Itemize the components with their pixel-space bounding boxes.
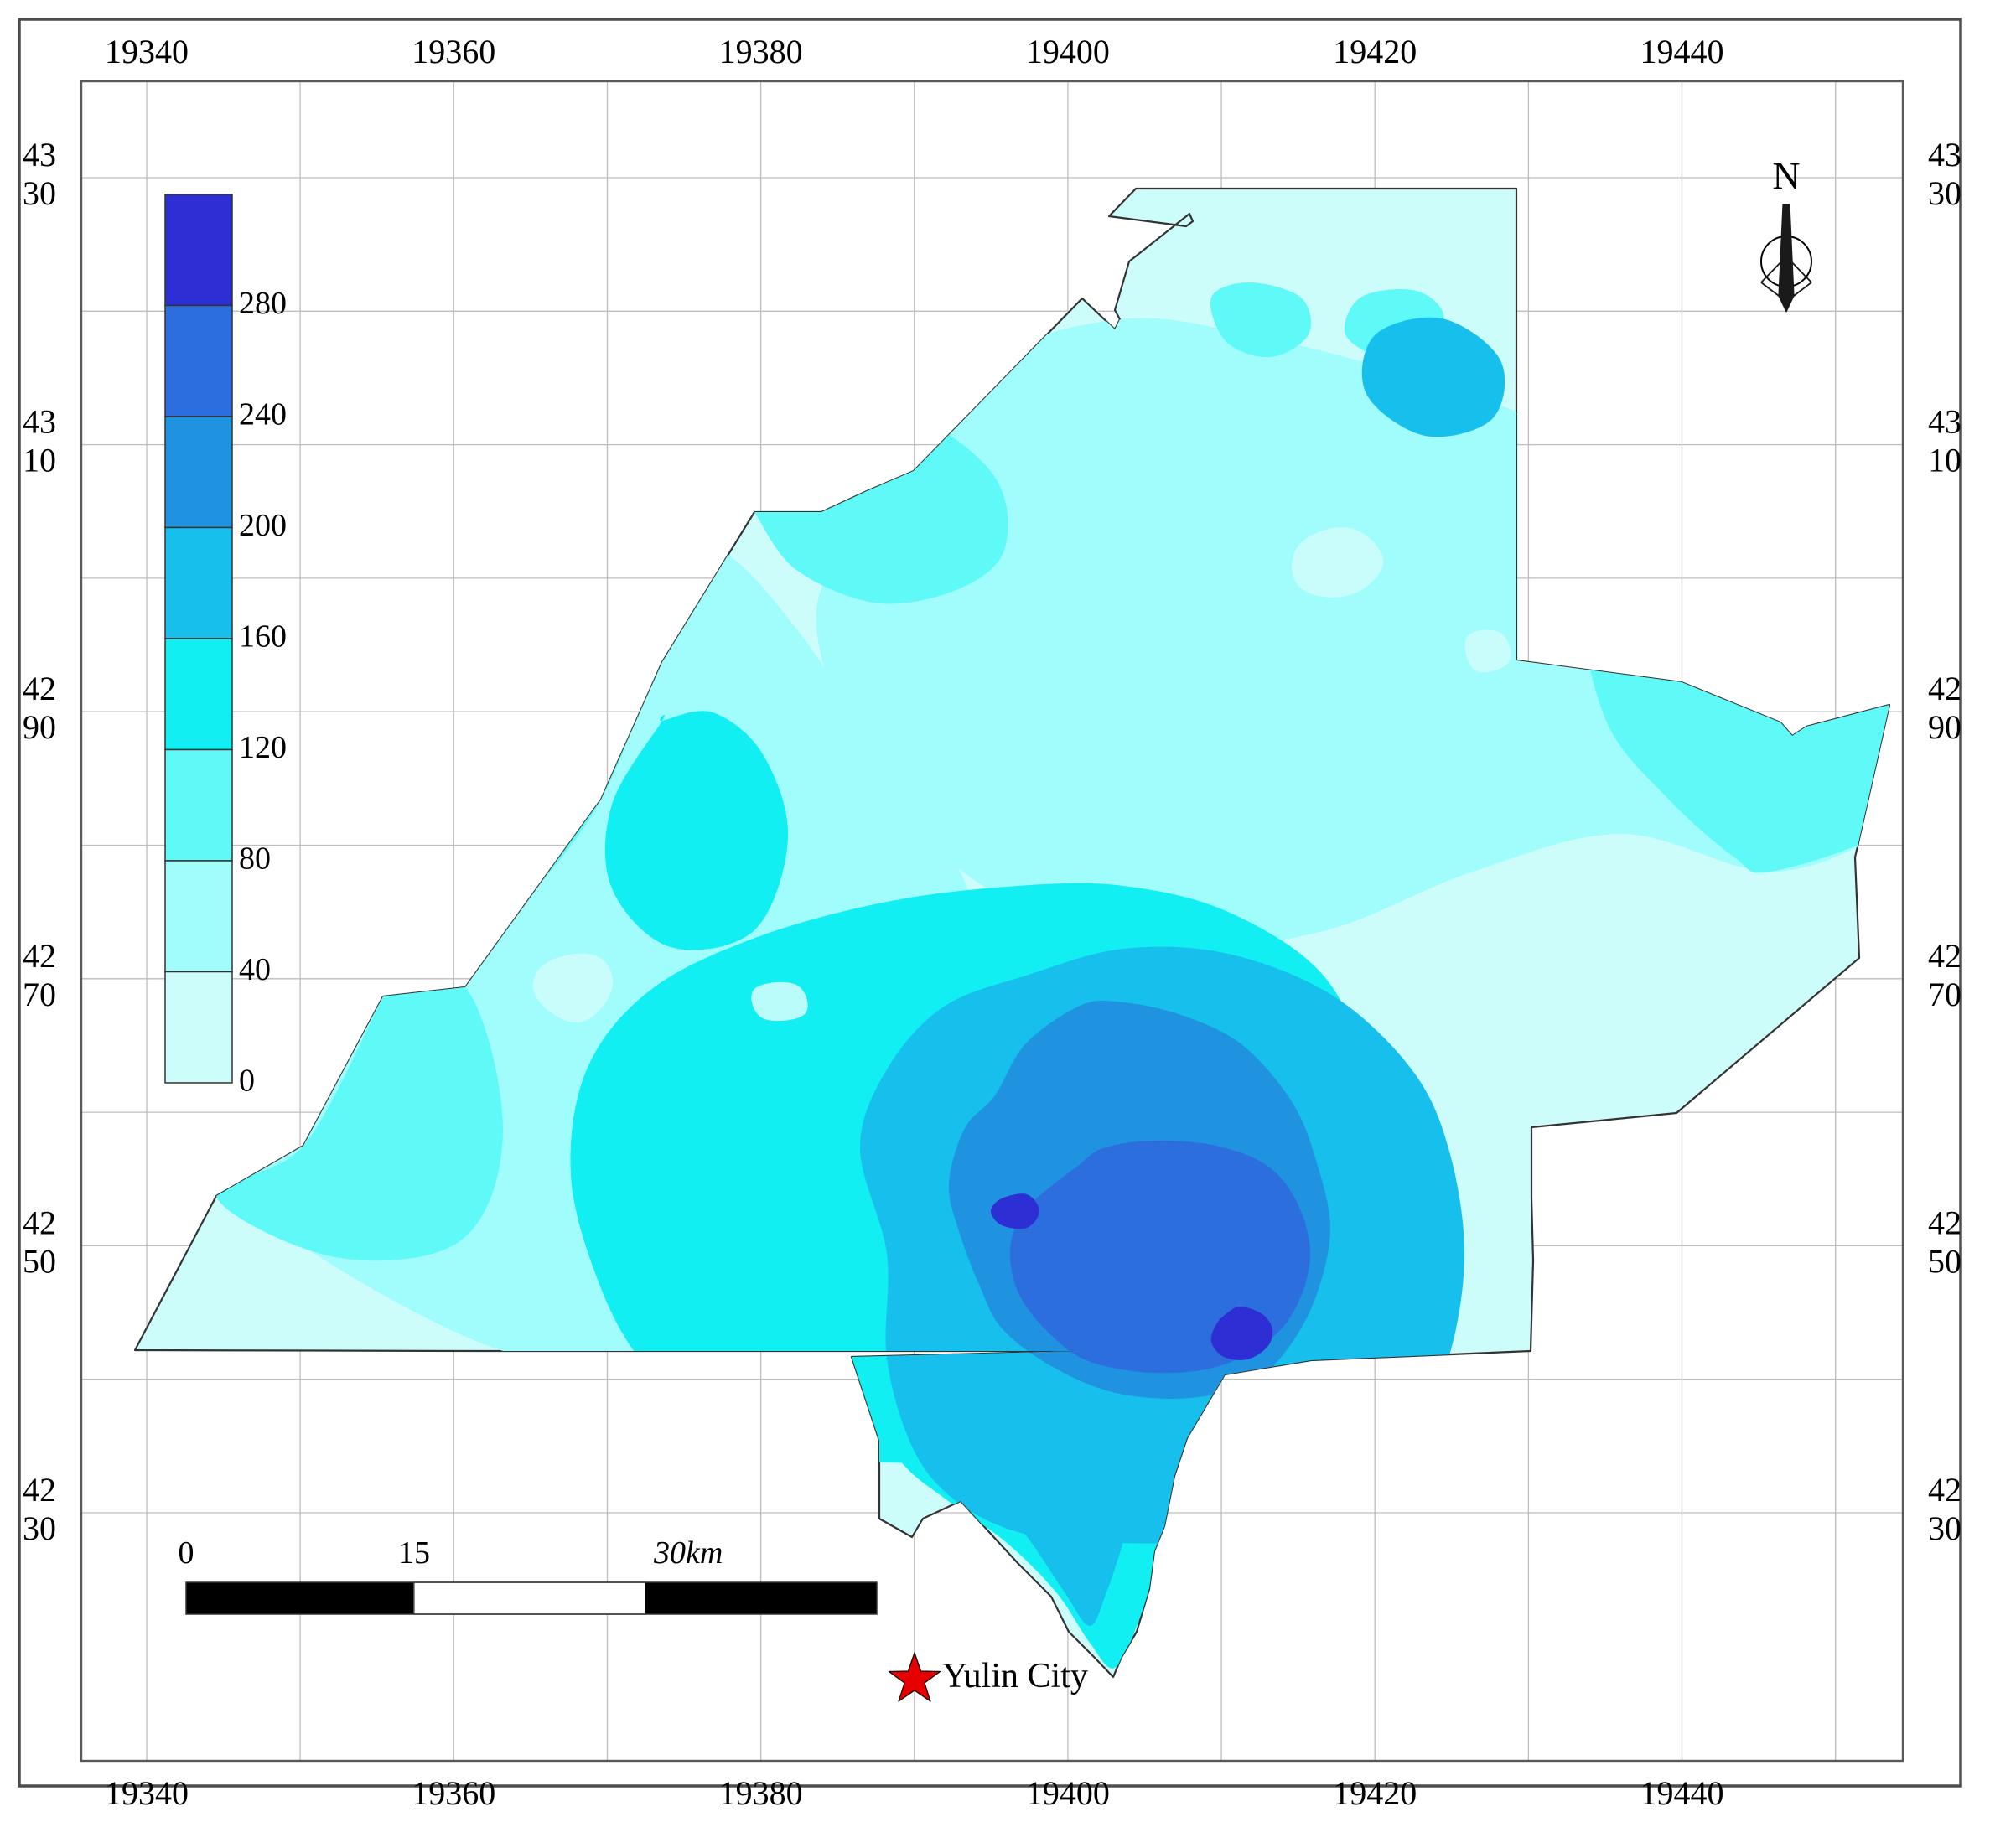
svg-text:30: 30 [1928, 1509, 1961, 1547]
svg-text:200: 200 [239, 508, 287, 543]
svg-text:50: 50 [1928, 1242, 1961, 1280]
svg-text:19380: 19380 [719, 1774, 803, 1812]
svg-text:19340: 19340 [105, 1774, 189, 1812]
svg-text:0: 0 [179, 1535, 194, 1571]
svg-text:10: 10 [1928, 442, 1961, 479]
svg-text:120: 120 [239, 730, 287, 765]
svg-text:19400: 19400 [1026, 33, 1110, 70]
svg-text:43: 43 [1928, 136, 1961, 173]
svg-text:70: 70 [23, 976, 56, 1013]
svg-text:19380: 19380 [719, 33, 803, 70]
svg-text:19440: 19440 [1640, 33, 1724, 70]
svg-text:42: 42 [23, 670, 56, 707]
svg-text:42: 42 [23, 1204, 56, 1241]
svg-text:43: 43 [1928, 403, 1961, 441]
svg-text:30: 30 [23, 174, 56, 212]
svg-text:30km: 30km [653, 1535, 723, 1571]
svg-text:19360: 19360 [412, 33, 495, 70]
svg-text:19340: 19340 [105, 33, 189, 70]
svg-text:42: 42 [23, 937, 56, 975]
svg-text:42: 42 [1928, 1204, 1961, 1241]
svg-text:N: N [1772, 154, 1800, 197]
svg-text:42: 42 [1928, 937, 1961, 975]
svg-text:280: 280 [239, 286, 287, 321]
svg-text:160: 160 [239, 619, 287, 655]
svg-text:19420: 19420 [1333, 33, 1417, 70]
svg-text:43: 43 [23, 403, 56, 441]
svg-text:19400: 19400 [1026, 1774, 1110, 1812]
svg-text:42: 42 [1928, 1471, 1961, 1509]
svg-text:42: 42 [1928, 670, 1961, 707]
svg-text:50: 50 [23, 1242, 56, 1280]
svg-text:30: 30 [1928, 174, 1961, 212]
svg-text:10: 10 [23, 442, 56, 479]
svg-text:30: 30 [23, 1509, 56, 1547]
svg-text:19440: 19440 [1640, 1774, 1724, 1812]
svg-text:15: 15 [398, 1535, 430, 1571]
svg-text:Yulin City: Yulin City [942, 1657, 1088, 1695]
svg-text:40: 40 [239, 952, 271, 987]
svg-text:19360: 19360 [412, 1774, 495, 1812]
svg-text:19420: 19420 [1333, 1774, 1417, 1812]
svg-text:70: 70 [1928, 976, 1961, 1013]
svg-text:43: 43 [23, 136, 56, 173]
svg-text:90: 90 [23, 708, 56, 746]
svg-text:90: 90 [1928, 708, 1961, 746]
svg-text:80: 80 [239, 841, 271, 877]
svg-text:240: 240 [239, 397, 287, 432]
svg-text:42: 42 [23, 1471, 56, 1509]
svg-text:0: 0 [239, 1064, 255, 1099]
